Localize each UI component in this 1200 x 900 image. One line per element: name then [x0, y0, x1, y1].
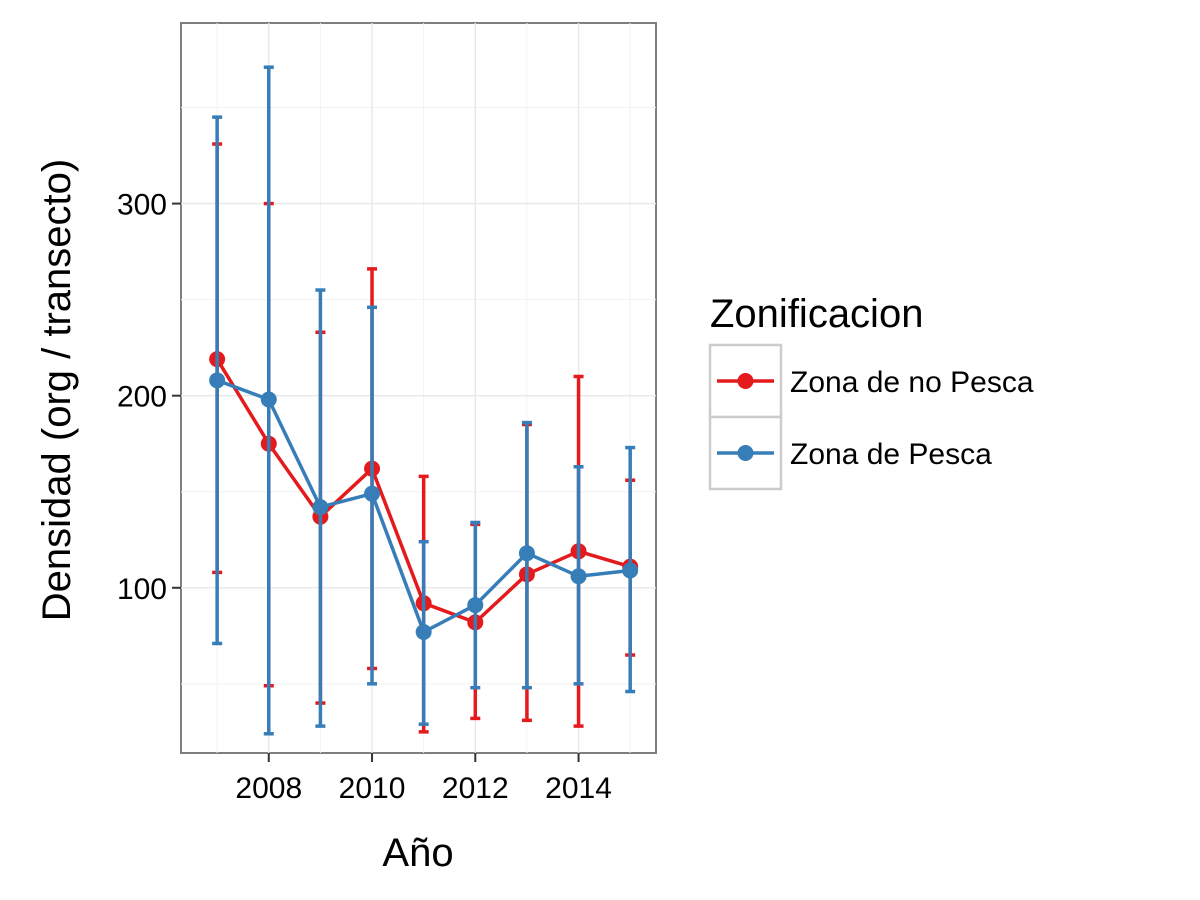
y-tick-label: 300 — [117, 189, 167, 222]
data-point — [312, 499, 329, 516]
legend-point — [737, 373, 754, 389]
y-axis: 100 200 300 — [117, 189, 181, 606]
data-point — [467, 597, 484, 614]
series-2 — [209, 65, 639, 736]
x-axis: 2008 2010 2012 2014 — [235, 753, 612, 805]
x-tick-label: 2010 — [339, 772, 406, 805]
x-tick-label: 2014 — [545, 772, 612, 805]
series-layer — [209, 65, 639, 736]
data-point — [415, 623, 432, 640]
data-point — [518, 545, 535, 562]
legend: Zonificacion Zona de no Pesca Zona de Pesc… — [708, 292, 1034, 491]
legend-point — [737, 445, 754, 461]
y-tick-label: 100 — [117, 573, 167, 606]
legend-label: Zona de no Pesca — [790, 366, 1034, 399]
x-tick-label: 2008 — [235, 772, 302, 805]
legend-label: Zona de Pesca — [790, 438, 992, 471]
legend-title: Zonificacion — [710, 292, 923, 336]
data-point — [260, 391, 277, 408]
panel-border — [180, 22, 657, 754]
y-tick-label: 200 — [117, 381, 167, 414]
x-tick-label: 2012 — [442, 772, 509, 805]
plot-panel — [180, 22, 657, 754]
data-point — [209, 372, 226, 389]
data-point — [622, 562, 639, 579]
panel-background — [181, 23, 656, 753]
legend-item: Zona de no Pesca — [708, 343, 1034, 419]
legend-item: Zona de Pesca — [708, 415, 992, 491]
data-point — [364, 485, 381, 502]
data-point — [570, 568, 587, 585]
y-axis-title: Densidad (org / transecto) — [35, 159, 79, 621]
x-axis-title: Año — [382, 831, 453, 875]
